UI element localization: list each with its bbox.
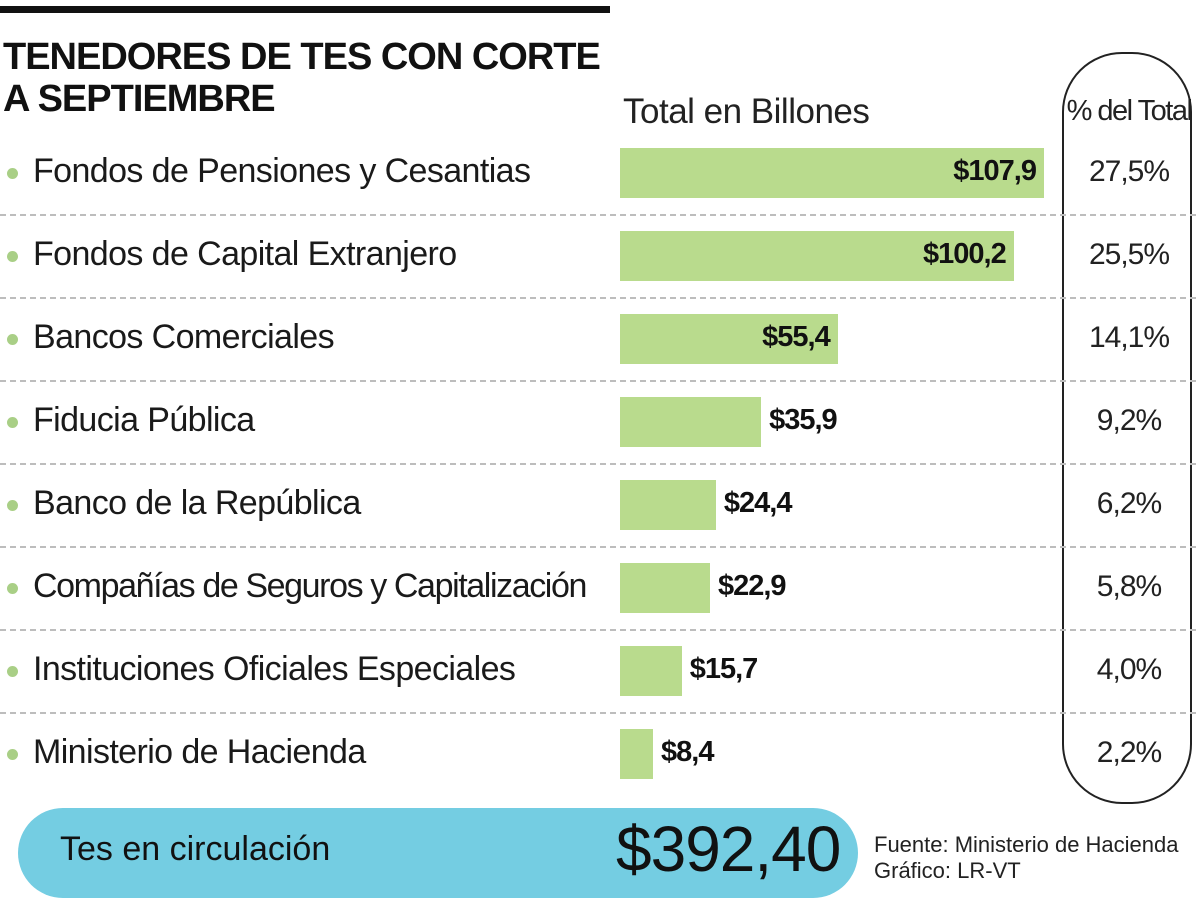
bar-value-label: $55,4 (762, 321, 831, 353)
bar (620, 314, 838, 364)
percent-label: 9,2% (1096, 404, 1162, 437)
bar-value-label: $35,9 (769, 404, 838, 436)
bar (620, 563, 710, 613)
row-divider (0, 546, 1196, 548)
credit-text: Gráfico: LR-VT (874, 858, 1021, 883)
percent-label: 14,1% (1088, 321, 1170, 354)
bar-value-label: $24,4 (723, 487, 793, 519)
category-label: Fondos de Pensiones y Cesantias (33, 152, 531, 190)
row-divider (0, 380, 1196, 382)
bullet-icon (7, 500, 18, 511)
percent-label: 5,8% (1096, 570, 1162, 603)
bar-value-label: $22,9 (717, 570, 787, 602)
percent-label: 25,5% (1088, 238, 1170, 271)
total-label: Tes en circulación (60, 830, 331, 868)
percent-label: 27,5% (1088, 155, 1170, 188)
bullet-icon (7, 251, 18, 262)
percent-column-header: % del Total (1066, 95, 1193, 127)
bar (620, 231, 1014, 281)
row-divider (0, 297, 1196, 299)
bullet-icon (7, 417, 18, 428)
chart-title: TENEDORES DE TES CON CORTE A SEPTIEMBRE (3, 36, 601, 120)
category-label: Fondos de Capital Extranjero (33, 235, 457, 273)
bar-value-label: $15,7 (689, 653, 759, 685)
bar (620, 480, 716, 530)
bar (620, 148, 1044, 198)
row-divider (0, 214, 1196, 216)
bar-value-label: $8,4 (661, 736, 714, 768)
percent-label: 2,2% (1096, 736, 1162, 769)
bar (620, 397, 762, 447)
bar (620, 646, 682, 696)
bullet-icon (7, 749, 18, 760)
bullet-icon (7, 168, 18, 179)
percent-column-frame (1062, 52, 1192, 804)
percent-label: 4,0% (1096, 653, 1162, 686)
percent-label: 6,2% (1096, 487, 1162, 520)
category-label: Ministerio de Hacienda (33, 733, 366, 771)
value-column-header: Total en Billones (623, 92, 870, 131)
row-divider (0, 463, 1196, 465)
row-divider (0, 629, 1196, 631)
bar-value-label: $100,2 (923, 238, 1007, 270)
row-divider (0, 712, 1196, 714)
bar-value-label: $107,9 (953, 155, 1037, 187)
category-label: Instituciones Oficiales Especiales (33, 650, 516, 688)
bullet-icon (7, 666, 18, 677)
bullet-icon (7, 583, 18, 594)
total-value: $392,40 (616, 813, 841, 885)
top-rule (0, 6, 610, 13)
category-label: Fiducia Pública (33, 401, 255, 439)
category-label: Compañías de Seguros y Capitalización (33, 567, 587, 605)
bar (620, 729, 653, 779)
total-pill (18, 808, 858, 898)
category-label: Bancos Comerciales (33, 318, 335, 356)
bullet-icon (7, 334, 18, 345)
source-text: Fuente: Ministerio de Hacienda (874, 832, 1179, 857)
category-label: Banco de la República (33, 484, 361, 522)
